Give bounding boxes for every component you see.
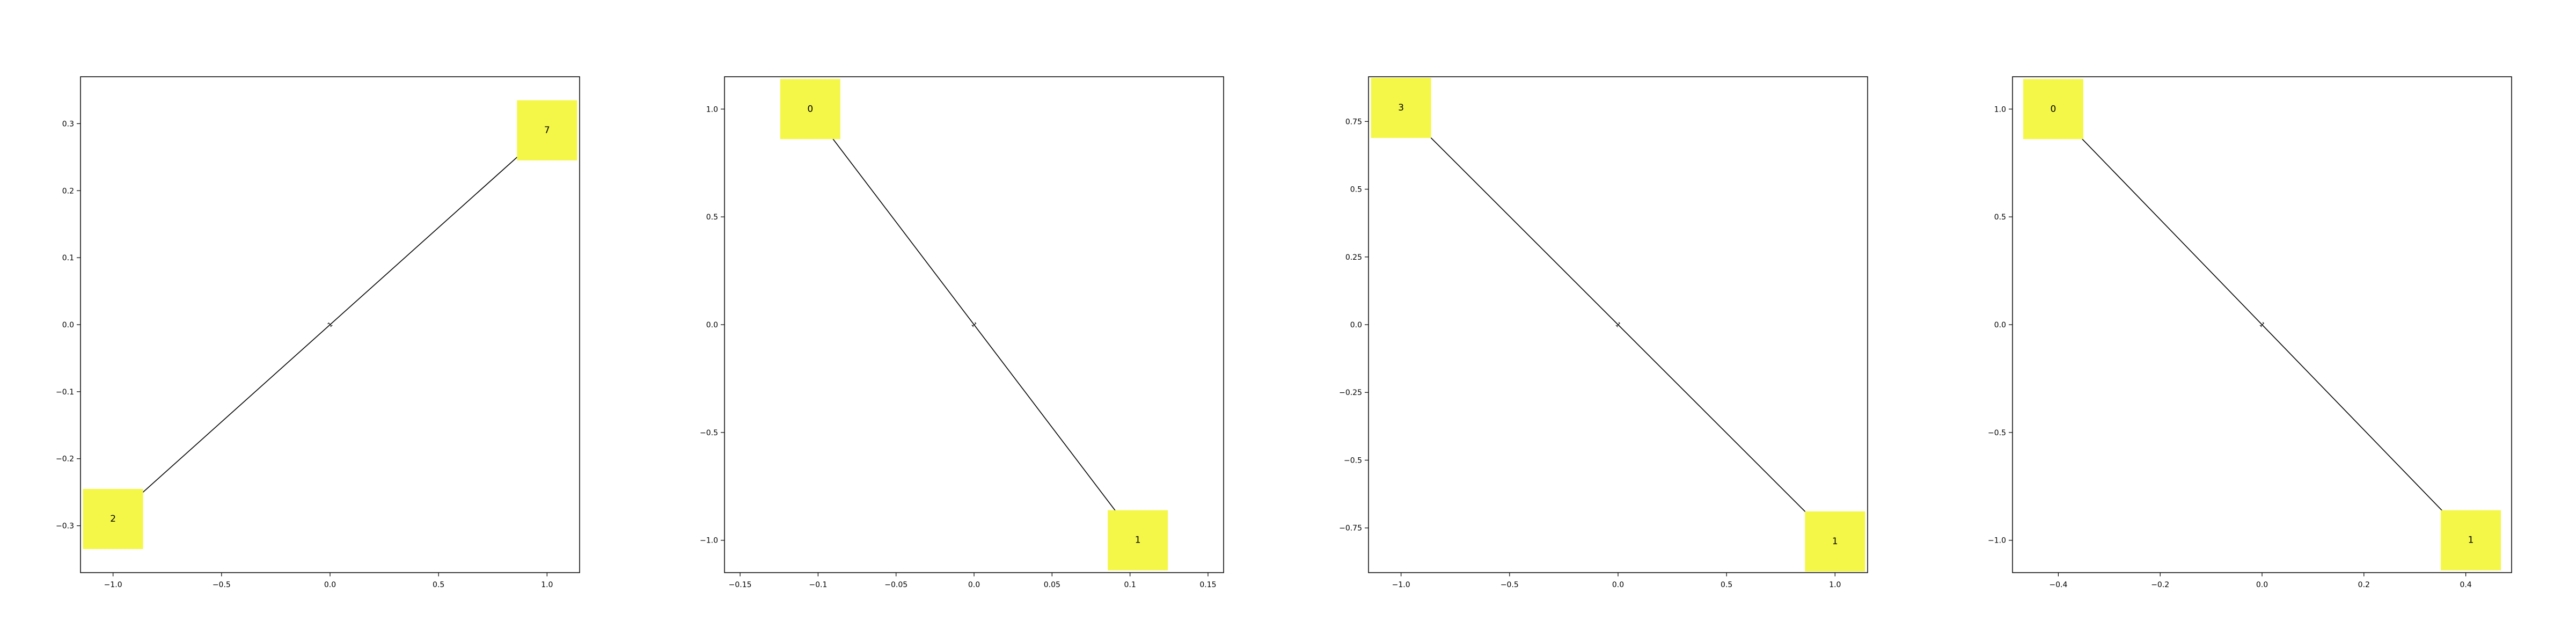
y-tick-label: 0.75 (1345, 118, 1362, 126)
y-tick-label: 0.5 (706, 213, 718, 222)
node-label: 1 (1832, 536, 1838, 547)
network-plot-2: −0.15 −0.1 −0.05 0.0 0.05 0.1 0.15 −1.0 −0.5 0.0 0… (700, 76, 1224, 589)
edge-line (2053, 108, 2471, 541)
x-tick-label: −0.15 (729, 581, 752, 589)
network-plot-1: −1.0 −0.5 0.0 0.5 1.0 −0.3 −0.2 −0.1 0.0 0.1 0.2 0.… (56, 76, 580, 589)
x-tick-label: −0.5 (213, 581, 231, 589)
x-tick-label: 0.4 (2460, 581, 2471, 589)
y-tick-label: 0.2 (62, 187, 74, 195)
network-plot-3: −1.0 −0.5 0.0 0.5 1.0 −0.75 −0.5 −0.25 0.0 0.25 0.… (1339, 76, 1868, 589)
y-tick-label: −0.5 (700, 429, 718, 437)
y-tick-label: 0.1 (62, 254, 74, 262)
node-label: 3 (1398, 103, 1404, 113)
network-panel-3: −1.0 −0.5 0.0 0.5 1.0 −0.75 −0.5 −0.25 0.0 0.25 0.… (1288, 0, 1932, 644)
y-tick-label: 0.0 (1350, 321, 1362, 330)
x-tick-label: 0.1 (1124, 581, 1136, 589)
y-tick-label: −0.1 (56, 388, 74, 397)
x-tick-label: −1.0 (1392, 581, 1410, 589)
y-tick-label: 0.0 (1994, 321, 2006, 330)
node-label: 2 (110, 514, 116, 524)
node-box (1371, 78, 1431, 138)
node-box (1108, 510, 1168, 570)
y-tick-label: −0.25 (1339, 389, 1362, 397)
edge-line (113, 130, 547, 519)
x-tick-label: −1.0 (104, 581, 122, 589)
x-tick-label: 0.05 (1044, 581, 1060, 589)
y-tick-label: −0.3 (56, 522, 74, 531)
y-tick-label: 0.5 (1350, 186, 1362, 194)
x-tick-label: −0.5 (1501, 581, 1519, 589)
node-box (2441, 510, 2501, 570)
edge-line (810, 108, 1138, 541)
x-tick-label: 0.2 (2358, 581, 2370, 589)
y-tick-label: 0.25 (1345, 253, 1362, 262)
x-tick-label: −0.2 (2151, 581, 2169, 589)
node-label: 1 (1135, 535, 1141, 546)
network-panel-2: −0.15 −0.1 −0.05 0.0 0.05 0.1 0.15 −1.0 −0.5 0.0 0… (644, 0, 1288, 644)
y-tick-label: −0.2 (56, 455, 74, 464)
network-panel-4: −0.4 −0.2 0.0 0.2 0.4 −1.0 −0.5 0.0 0.5 1.0 1 0 1 (1932, 0, 2576, 644)
y-tick-label: 1.0 (706, 105, 718, 114)
x-tick-label: −0.1 (809, 581, 827, 589)
x-tick-label: −0.4 (2049, 581, 2067, 589)
x-tick-label: 1.0 (1829, 581, 1841, 589)
y-tick-label: −1.0 (1988, 537, 2006, 545)
y-tick-label: 1.0 (1994, 105, 2006, 114)
y-tick-label: −0.5 (1988, 429, 2006, 437)
x-tick-label: 1.0 (541, 581, 553, 589)
x-tick-label: 0.0 (1612, 581, 1624, 589)
y-tick-label: −0.75 (1339, 524, 1362, 533)
y-tick-label: 0.5 (1994, 213, 2006, 222)
node-box (1805, 511, 1865, 572)
network-panel-1: −1.0 −0.5 0.0 0.5 1.0 −0.3 −0.2 −0.1 0.0 0.1 0.2 0.… (0, 0, 644, 644)
x-tick-label: 0.5 (1721, 581, 1732, 589)
node-box (83, 489, 143, 550)
node-box (517, 100, 577, 160)
node-label: 1 (2468, 535, 2474, 546)
x-tick-label: 0.5 (433, 581, 444, 589)
edge-label: 1 (970, 321, 978, 329)
node-label: 7 (544, 125, 550, 136)
y-tick-label: 0.3 (62, 120, 74, 128)
node-box (780, 79, 840, 140)
node-box (2023, 79, 2083, 140)
x-tick-label: 0.15 (1199, 581, 1216, 589)
y-tick-label: 0.0 (62, 321, 74, 330)
x-tick-label: −0.05 (884, 581, 908, 589)
x-tick-label: 0.0 (324, 581, 336, 589)
y-tick-label: 0.0 (706, 321, 718, 330)
y-tick-label: −0.5 (1344, 456, 1362, 465)
y-tick-label: −1.0 (700, 537, 718, 545)
node-label: 0 (807, 104, 813, 114)
x-tick-label: 0.0 (2256, 581, 2268, 589)
edge-line (1401, 107, 1835, 542)
x-tick-label: 0.0 (968, 581, 980, 589)
node-label: 0 (2051, 104, 2057, 114)
